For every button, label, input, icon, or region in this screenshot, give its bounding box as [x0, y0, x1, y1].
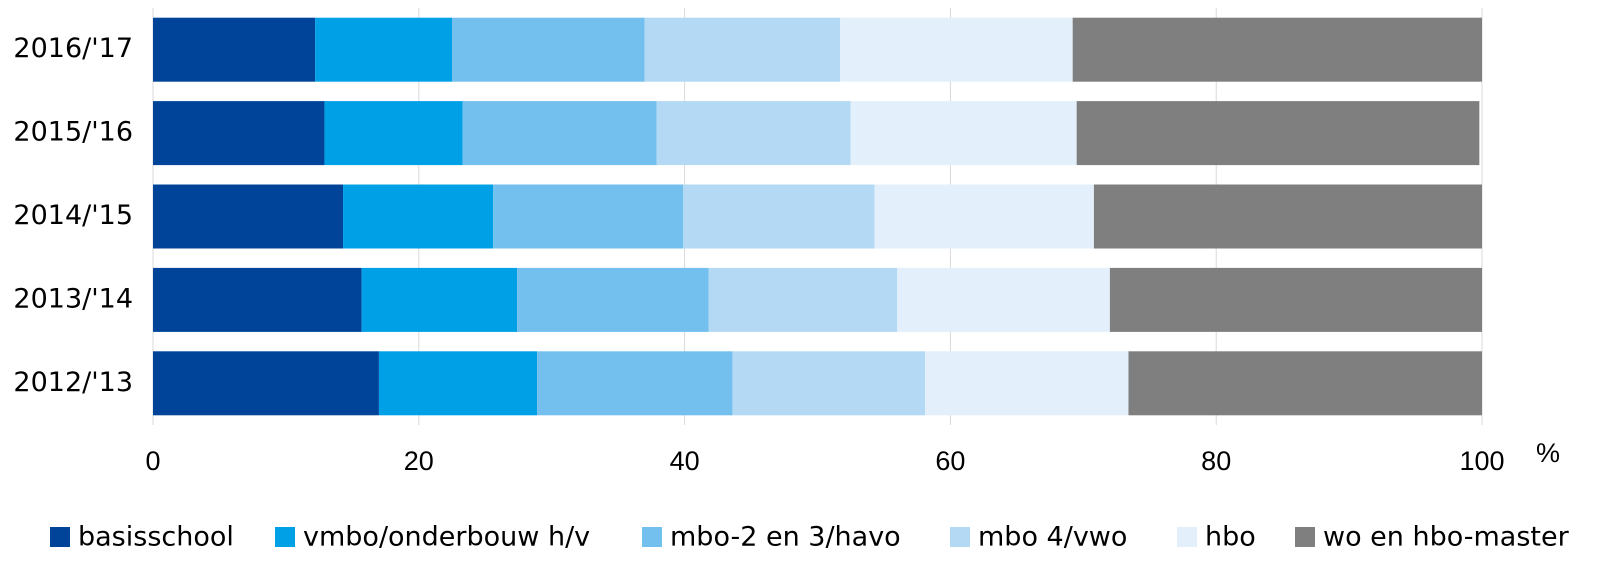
bar-segment — [1109, 267, 1482, 332]
bar-segment — [315, 17, 453, 82]
bar-segment — [324, 101, 463, 166]
bar-segment — [656, 101, 851, 166]
bar-segment — [343, 184, 494, 249]
bar-segment — [153, 351, 379, 416]
bar-segment — [850, 101, 1077, 166]
bar-segment — [153, 101, 325, 166]
x-tick-label: 20 — [404, 446, 434, 476]
legend-swatch — [1295, 527, 1315, 547]
legend-swatch — [1177, 527, 1197, 547]
bar-segment — [1093, 184, 1482, 249]
bar-segment — [361, 267, 518, 332]
bar-segment — [537, 351, 733, 416]
x-tick-label: 0 — [145, 446, 160, 476]
bar-segment — [897, 267, 1110, 332]
legend-label: vmbo/onderbouw h/v — [303, 522, 590, 553]
bar-segment — [378, 351, 538, 416]
bar-segment — [1128, 351, 1482, 416]
y-tick-label: 2015/'16 — [13, 117, 133, 148]
legend-label: wo en hbo-master — [1323, 522, 1570, 553]
legend-label: mbo-2 en 3/havo — [670, 522, 901, 553]
legend-swatch — [642, 527, 662, 547]
y-tick-label: 2012/'13 — [13, 367, 133, 398]
bar-segment — [874, 184, 1094, 249]
x-tick-label: 80 — [1201, 446, 1231, 476]
legend-label: mbo 4/vwo — [978, 522, 1127, 553]
bar-segment — [153, 17, 316, 82]
legend-swatch — [50, 527, 70, 547]
legend-label: basisschool — [78, 522, 234, 553]
legend-label: hbo — [1205, 522, 1256, 553]
bar-segment — [683, 184, 875, 249]
x-tick-label: 40 — [670, 446, 700, 476]
bar-segment — [153, 184, 344, 249]
bar-segment — [925, 351, 1129, 416]
y-tick-label: 2013/'14 — [13, 283, 133, 314]
x-axis-label: % — [1536, 438, 1560, 468]
bar-segment — [153, 267, 362, 332]
bar-segment — [493, 184, 684, 249]
y-tick-label: 2014/'15 — [13, 200, 133, 231]
bar-segment — [1076, 101, 1480, 166]
bar-segment — [840, 17, 1073, 82]
y-tick-label: 2016/'17 — [13, 33, 133, 64]
bar-segment — [452, 17, 645, 82]
bar-segment — [517, 267, 709, 332]
legend-swatch — [275, 527, 295, 547]
legend-swatch — [950, 527, 970, 547]
bar-segment — [644, 17, 841, 82]
bar-segment — [1072, 17, 1482, 82]
x-tick-label: 60 — [935, 446, 965, 476]
bar-segment — [462, 101, 657, 166]
bar-segment — [708, 267, 898, 332]
x-tick-label: 100 — [1459, 446, 1504, 476]
bar-segment — [732, 351, 926, 416]
